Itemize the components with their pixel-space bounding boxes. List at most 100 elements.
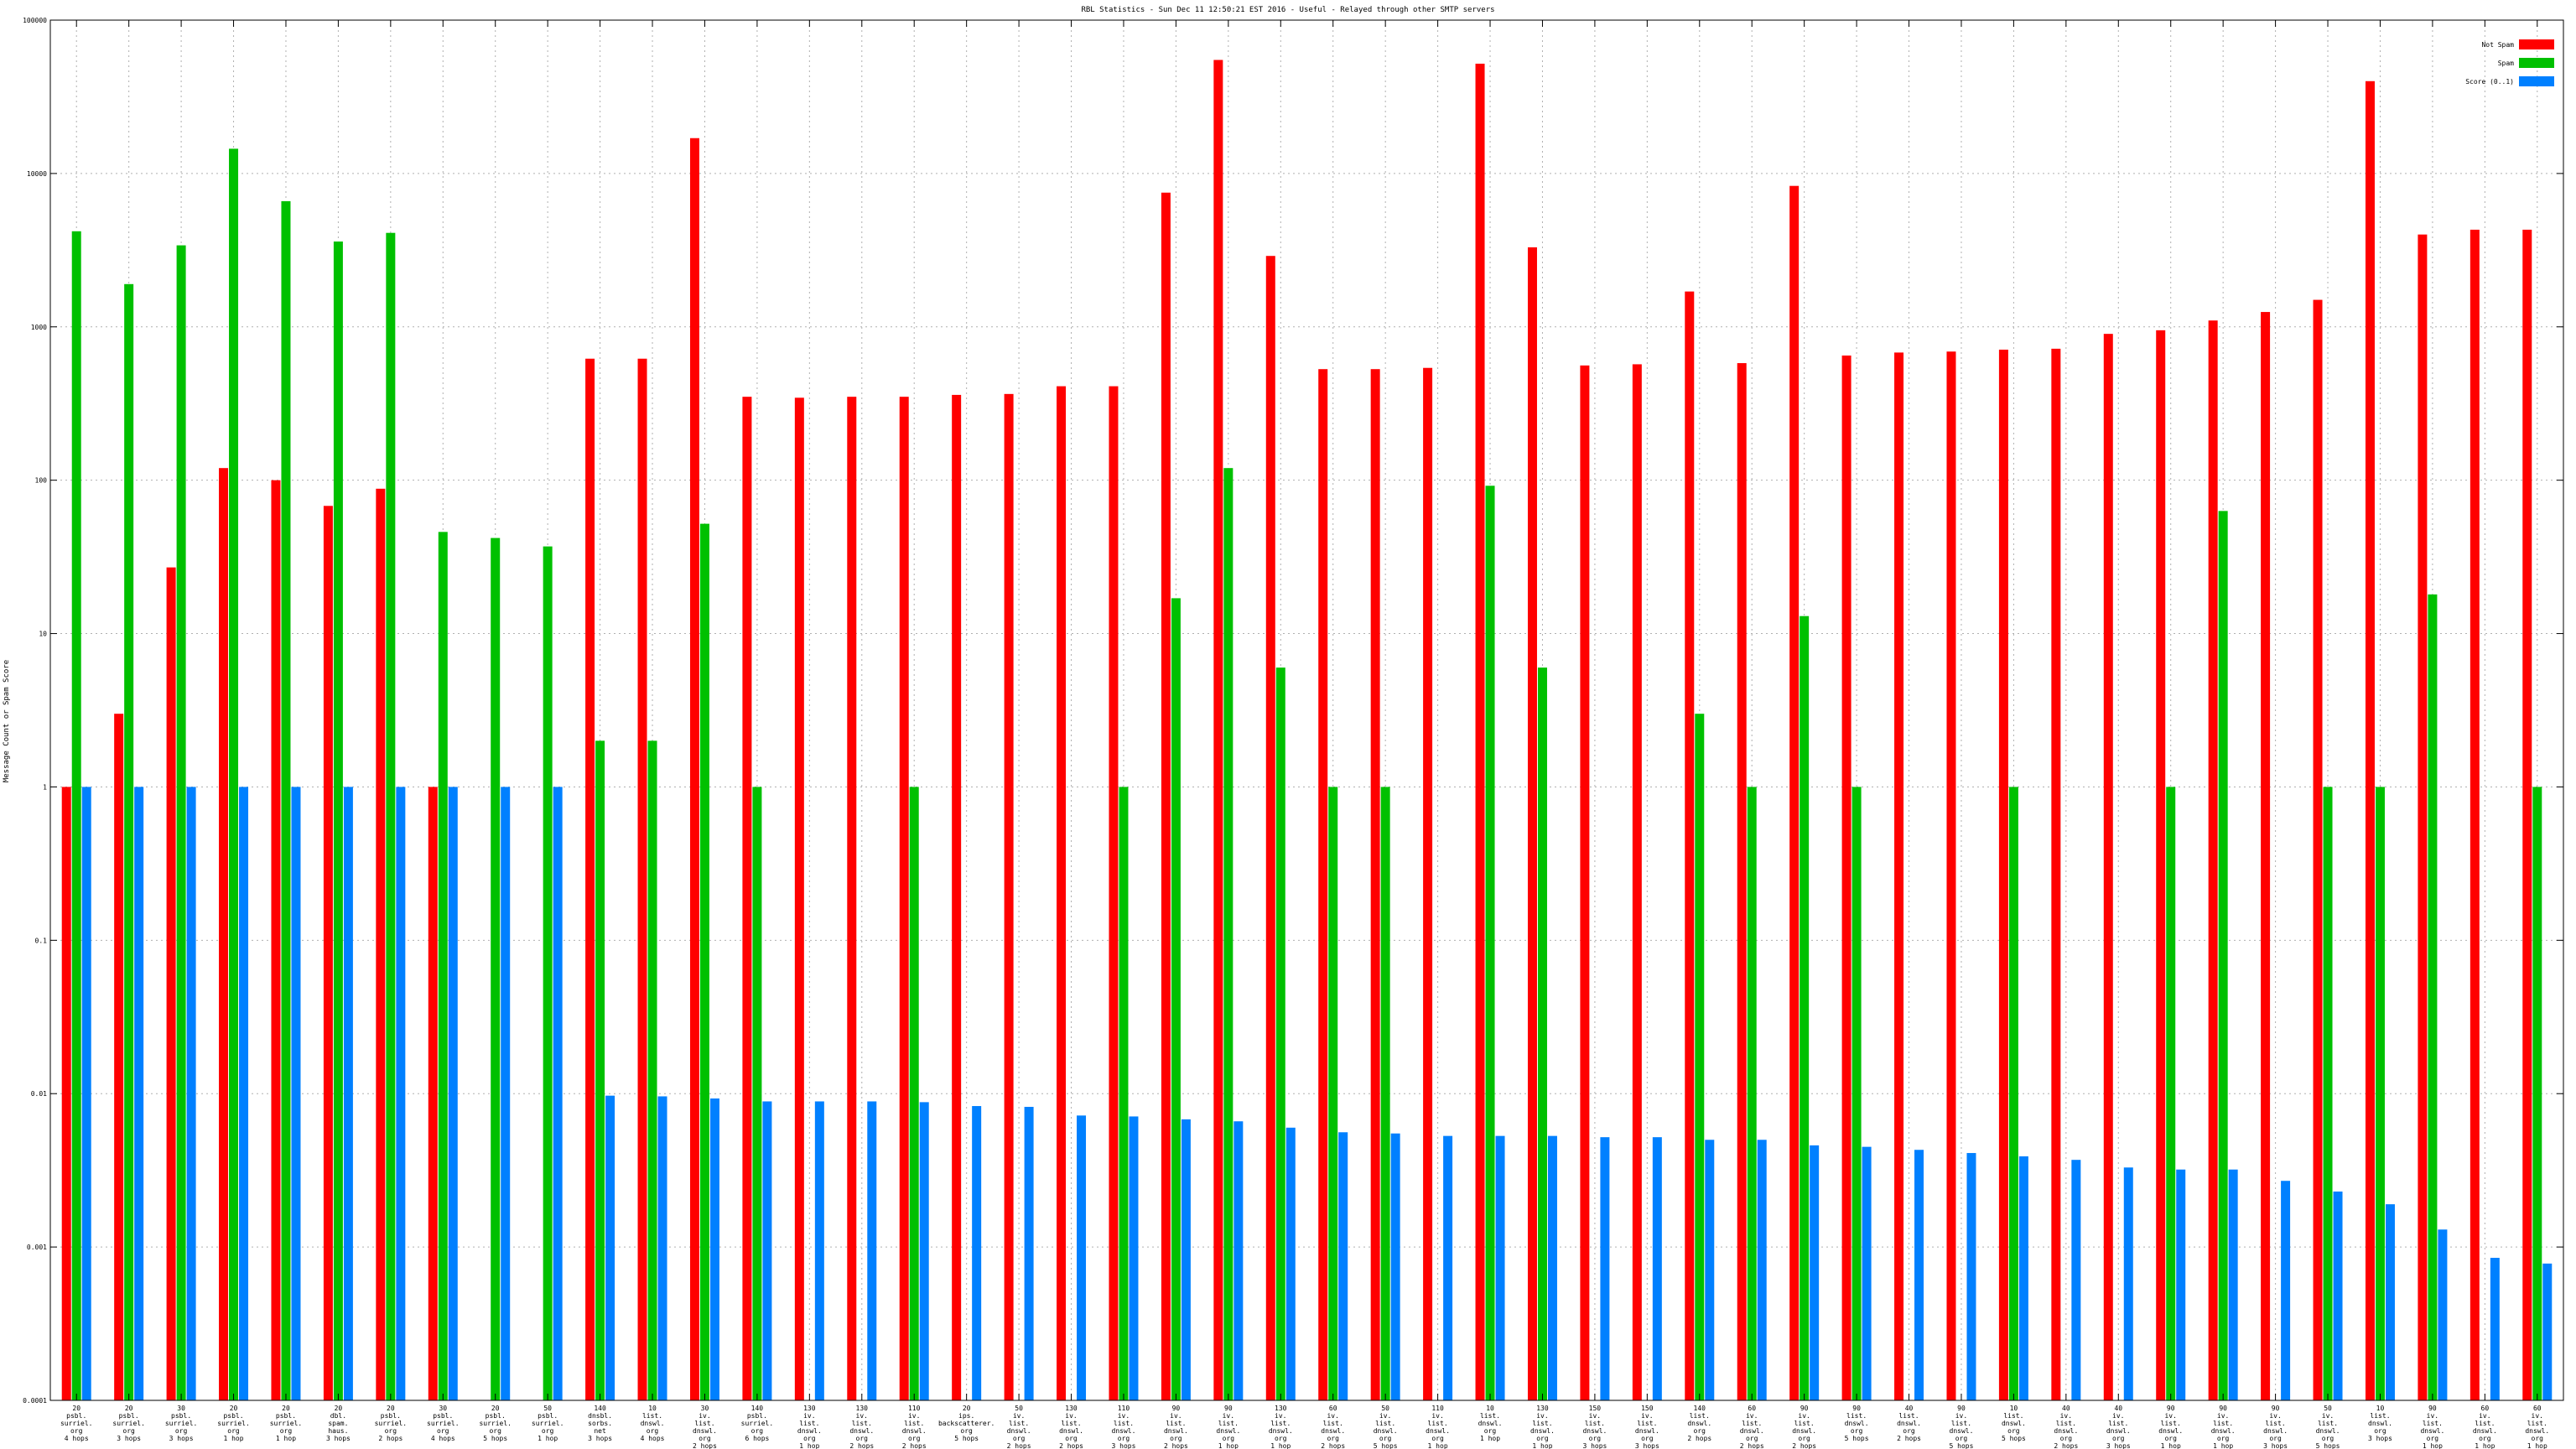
y-tick-label: 10000 [27,170,47,178]
x-tick-label-line: org [2217,1435,2230,1442]
x-tick-label: 10 list. dnswl. org 3 hops [2368,1405,2392,1442]
x-tick-label-line: 90 [2167,1405,2175,1412]
bar [81,787,91,1400]
bar [281,200,291,1400]
x-tick-label-line: 10 [1486,1405,1494,1412]
x-tick-label-line: org [1903,1427,1915,1435]
bar [1423,367,1433,1400]
x-tick-label-line: 6 hops [745,1435,769,1442]
x-tick-label-line: 130 [1536,1405,1549,1412]
bar [1109,386,1119,1400]
x-tick-label-line: dnswl. [1845,1420,1869,1427]
x-tick-label-line: 2 hops [1897,1435,1921,1442]
x-tick-label-line: 4 hops [641,1435,665,1442]
x-tick-label-line: 1 hop [223,1435,243,1442]
x-tick-label: 10 list. dnswl. org 5 hops [2002,1405,2026,1442]
x-tick-label-line: 60 [1748,1405,1756,1412]
bar [1119,787,1129,1400]
x-tick-label-line: dnswl. [902,1427,927,1435]
x-tick-label-line: 2 hops [693,1442,717,1449]
bar [61,787,71,1400]
bar [752,787,762,1400]
x-tick-label-line: 130 [1065,1405,1078,1412]
x-tick-label-line: dnswl. [2368,1420,2392,1427]
x-tick-label-line: net [594,1427,606,1435]
bar [2438,1229,2448,1400]
x-tick-label-line: dnswl. [1478,1420,1503,1427]
x-tick-label: 60 iv. list. dnswl. org 2 hops [1321,1405,1345,1449]
bar [1285,1127,1296,1400]
x-tick-label-line: list. [2056,1420,2076,1427]
x-tick-label-line: dnswl. [1635,1427,1659,1435]
x-tick-label-line: org [1065,1435,1078,1442]
x-tick-label-line: dnsbl. [588,1412,612,1420]
bar [1894,352,1904,1400]
bar [1946,351,1956,1400]
bar [501,787,511,1400]
x-tick-label-line: 50 [543,1405,552,1412]
bar [396,787,406,1400]
x-tick-label-line: iv. [1431,1412,1443,1420]
bar [2532,787,2542,1400]
x-tick-label-line: psbl. [486,1412,506,1420]
x-tick-label-line: 3 hops [1582,1442,1607,1449]
bar [637,358,647,1400]
x-tick-label-line: dbl. [330,1412,346,1420]
x-tick-label-line: 3 hops [2106,1442,2131,1449]
x-tick-label-line: iv. [1955,1412,1967,1420]
y-axis-ticks: 100000 10000 1000 100 10 1 0.1 0.01 0.001 0.0001 [23,17,2563,1405]
x-tick-label-line: org [647,1427,659,1435]
x-tick-label-line: dnswl. [1950,1427,1974,1435]
x-tick-label-line: backscatterer. [938,1420,995,1427]
x-tick-label-line: org [1641,1435,1654,1442]
bar [1233,1121,1244,1400]
x-tick-label-line: iv. [1223,1412,1234,1420]
x-tick-label-line: 1 hop [2527,1442,2547,1449]
bar [1789,185,1800,1401]
x-tick-label-line: 90 [2428,1405,2437,1412]
bar [343,787,353,1400]
x-tick-label: 40 iv. list. dnswl. org 2 hops [2054,1405,2078,1449]
x-tick-label: 140 list. dnswl. org 2 hops [1687,1405,1711,1442]
x-tick-label-line: org [1275,1435,1287,1442]
x-tick-label-line: 10 [648,1405,657,1412]
x-tick-label-line: org [856,1435,869,1442]
x-tick-label-line: 40 [1905,1405,1914,1412]
bar [71,231,81,1400]
x-tick-label-line: list. [1951,1420,1971,1427]
x-tick-label-line: 2 hops [902,1442,927,1449]
x-tick-label-line: list. [2003,1412,2023,1420]
bar [794,397,804,1400]
x-tick-label-line: dnswl. [2158,1427,2183,1435]
bar [1024,1106,1034,1400]
x-tick-label-line: org [385,1427,397,1435]
x-tick-label-line: iv. [1327,1412,1338,1420]
x-tick-label-line: 90 [1172,1405,1181,1412]
bar [689,138,699,1401]
x-tick-label: 110 iv. list. dnswl. org 3 hops [1112,1405,1136,1449]
x-tick-label-line: 1 hop [2213,1442,2233,1449]
x-tick-label-line: iv. [699,1412,710,1420]
x-tick-label-line: 60 [2481,1405,2490,1412]
x-tick-label-line: dnswl. [1530,1427,1555,1435]
bar [647,740,657,1400]
x-tick-label-line: 5 hops [954,1435,979,1442]
x-tick-label-line: 5 hops [2316,1442,2340,1449]
x-tick-label-line: psbl. [119,1412,139,1420]
x-tick-label-line: iv. [2060,1412,2072,1420]
x-tick-label-line: list. [1270,1420,1291,1427]
x-tick-label: 150 iv. list. dnswl. org 3 hops [1635,1405,1659,1449]
bar [543,546,553,1400]
x-tick-label: 90 iv. list. dnswl. org 1 hop [2158,1405,2183,1449]
x-tick-label: 90 iv. list. dnswl. org 2 hops [1792,1405,1816,1449]
bar [1737,363,1747,1400]
x-tick-label: 140 psbl. surriel. org 6 hops [741,1405,774,1442]
y-tick-label: 100 [35,477,48,485]
x-tick-label-line: surriel. [270,1420,303,1427]
x-tick-label-line: list. [1218,1420,1239,1427]
y-axis-label: Message Count or Spam Score [3,660,11,782]
x-tick-label: 150 iv. list. dnswl. org 3 hops [1582,1405,1607,1449]
bar [239,787,249,1400]
x-tick-label-line: 60 [2533,1405,2542,1412]
x-tick-label-line: iv. [2322,1412,2334,1420]
